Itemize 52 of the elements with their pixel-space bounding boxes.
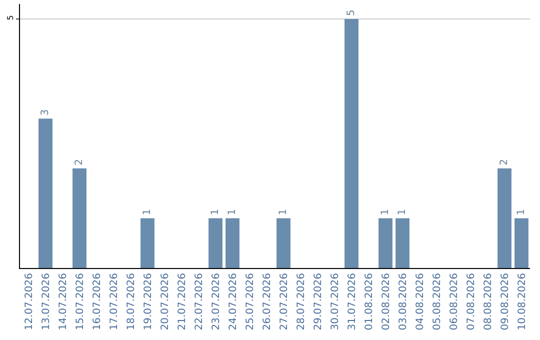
data-label: 3	[40, 109, 51, 116]
data-label: 1	[278, 208, 289, 216]
bar	[378, 218, 392, 268]
x-tick-label: 08.08.2026	[482, 273, 494, 330]
data-label: 1	[516, 208, 527, 216]
x-tick-label: 18.07.2026	[126, 273, 137, 330]
x-tick-label: 26.07.2026	[262, 273, 273, 330]
data-label: 1	[380, 208, 391, 216]
data-label: 1	[210, 208, 221, 216]
data-label: 1	[227, 208, 238, 216]
bar	[208, 218, 222, 268]
x-tick-label: 07.08.2026	[466, 273, 477, 330]
x-tick-label: 06.08.2026	[448, 273, 460, 330]
data-label: 1	[397, 208, 408, 216]
x-tick-label: 25.07.2026	[244, 273, 256, 330]
data-label: 5	[346, 10, 357, 16]
x-tick-label: 15.07.2026	[74, 273, 86, 330]
x-tick-label: 16.07.2026	[92, 273, 103, 330]
data-label: 1	[142, 208, 153, 216]
x-tick-label: 09.08.2026	[500, 273, 511, 330]
x-tick-label: 20.07.2026	[160, 273, 171, 330]
x-tick-label: 05.08.2026	[432, 273, 443, 330]
bar	[72, 168, 86, 268]
x-tick-label: 10.08.2026	[516, 273, 528, 330]
bar	[498, 168, 512, 268]
x-tick-label: 13.07.2026	[40, 273, 52, 330]
data-label: 2	[74, 159, 85, 166]
x-tick-label: 21.07.2026	[176, 273, 188, 330]
x-tick-label: 02.08.2026	[380, 273, 392, 330]
data-label: 2	[499, 159, 510, 166]
x-tick-label: 12.07.2026	[24, 273, 35, 330]
bar	[344, 18, 358, 268]
x-tick-label: 17.07.2026	[108, 273, 120, 330]
bar	[226, 218, 240, 268]
x-tick-label: 28.07.2026	[296, 273, 307, 330]
x-tick-label: 23.07.2026	[210, 273, 222, 330]
x-tick-label: 14.07.2026	[58, 273, 69, 330]
x-tick-label: 19.07.2026	[142, 273, 154, 330]
x-tick-label: 03.08.2026	[398, 273, 409, 330]
x-tick-label: 30.07.2026	[330, 273, 341, 330]
bar	[140, 218, 154, 268]
x-tick-label: 29.07.2026	[312, 273, 324, 330]
x-tick-label: 22.07.2026	[194, 273, 205, 330]
x-tick-label: 24.07.2026	[228, 273, 239, 330]
x-tick-label: 01.08.2026	[364, 273, 375, 330]
x-tick-label: 27.07.2026	[278, 273, 290, 330]
bar	[276, 218, 290, 268]
bar	[396, 218, 410, 268]
x-tick-label: 04.08.2026	[414, 273, 426, 330]
bar	[38, 118, 52, 268]
bar	[514, 218, 528, 268]
x-tick-label: 31.07.2026	[346, 273, 358, 330]
